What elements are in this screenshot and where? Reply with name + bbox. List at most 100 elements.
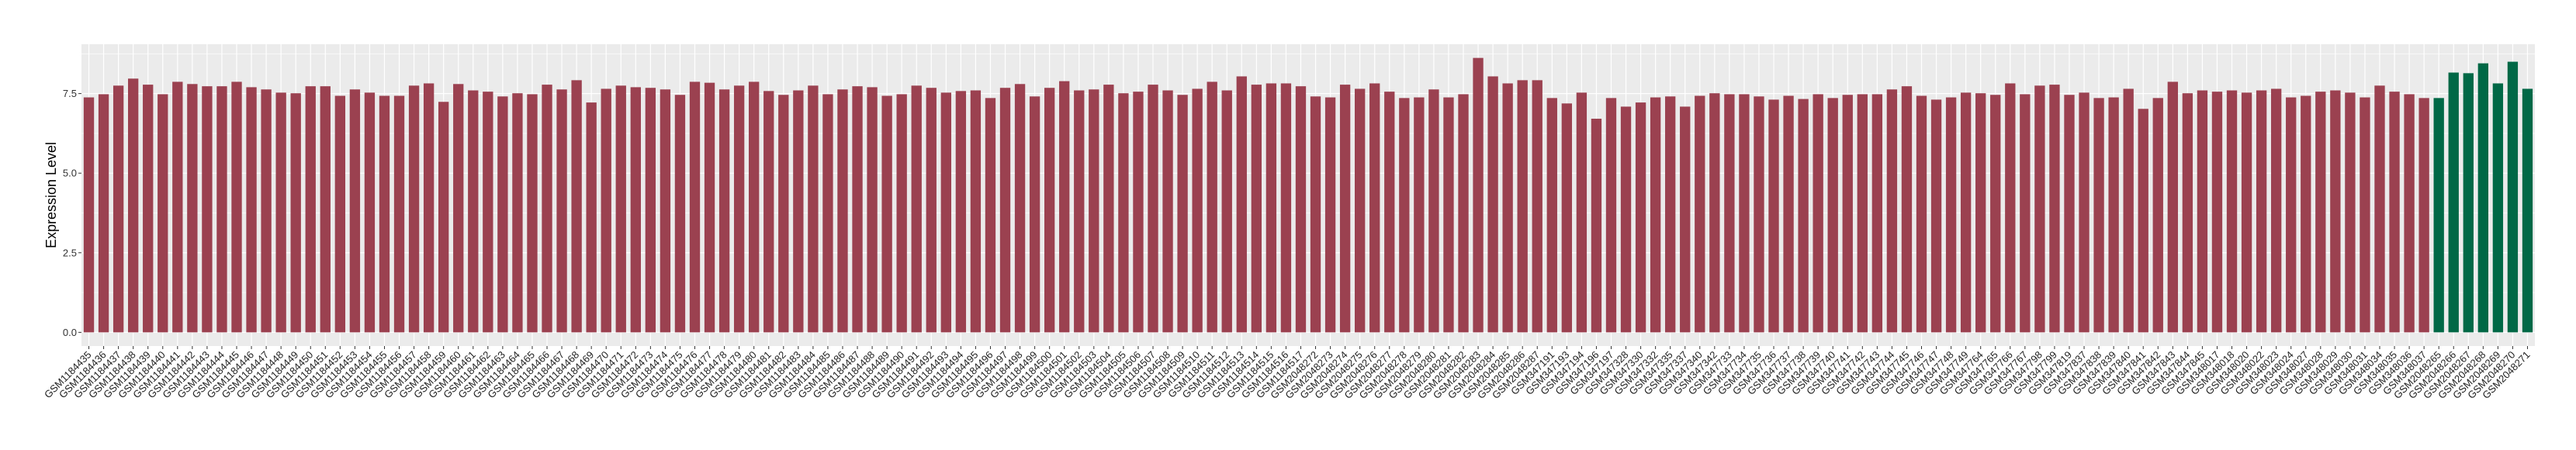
bar-GSM347767 <box>2020 94 2031 333</box>
bar-GSM2048272 <box>1310 96 1321 333</box>
bar-GSM1184500 <box>1044 88 1055 333</box>
bar-GSM2048277 <box>1384 92 1395 333</box>
bar-GSM348020 <box>2241 92 2252 333</box>
bar-GSM1184460 <box>453 84 464 333</box>
bar-GSM1184450 <box>305 86 316 333</box>
bars <box>83 57 2533 333</box>
bar-GSM347737 <box>1783 95 1794 333</box>
bar-GSM1184490 <box>896 94 907 333</box>
bar-GSM348031 <box>2360 97 2370 333</box>
bar-GSM347743 <box>1871 94 1883 333</box>
bar-GSM347798 <box>2034 85 2045 333</box>
bar-GSM1184454 <box>364 92 376 333</box>
bar-GSM347736 <box>1768 99 1779 333</box>
bar-GSM1184494 <box>955 91 967 333</box>
bar-GSM1184497 <box>999 88 1011 333</box>
bar-GSM347839 <box>2108 97 2119 333</box>
bar-GSM347342 <box>1709 93 1720 333</box>
bar-GSM347766 <box>2005 83 2016 333</box>
bar-GSM2048270 <box>2507 61 2519 333</box>
bar-GSM347845 <box>2197 90 2208 333</box>
bar-GSM1184443 <box>202 86 213 333</box>
bar-GSM1184445 <box>231 81 242 333</box>
bar-GSM1184483 <box>793 90 804 333</box>
bar-GSM2048287 <box>1532 80 1542 333</box>
bar-GSM1184505 <box>1118 93 1129 333</box>
bar-GSM347734 <box>1739 94 1750 333</box>
bar-GSM1184508 <box>1162 90 1173 333</box>
bar-GSM347844 <box>2182 93 2193 333</box>
bar-GSM1184495 <box>970 90 982 333</box>
x-axis: GSM1184435GSM1184436GSM1184437GSM1184438… <box>42 346 2533 401</box>
bar-GSM2048275 <box>1355 88 1366 333</box>
bar-GSM1184451 <box>320 86 331 333</box>
bar-GSM348017 <box>2211 92 2223 333</box>
bar-GSM347741 <box>1842 95 1853 333</box>
y-tick-label: 2.5 <box>63 247 77 258</box>
bar-GSM1184457 <box>408 85 420 333</box>
bar-GSM1184465 <box>527 94 538 333</box>
bar-GSM1184441 <box>172 81 183 333</box>
bar-GSM2048267 <box>2463 73 2474 333</box>
bar-GSM1184480 <box>749 81 760 333</box>
bar-GSM348037 <box>2418 98 2429 333</box>
bar-GSM348028 <box>2315 92 2326 333</box>
bar-GSM1184493 <box>940 92 951 333</box>
bar-GSM2048283 <box>1473 57 1484 333</box>
bar-GSM1184488 <box>867 87 878 333</box>
bar-GSM1184436 <box>98 94 109 333</box>
bar-GSM1184455 <box>379 95 390 333</box>
bar-GSM1184468 <box>571 80 582 333</box>
bar-GSM2048269 <box>2492 83 2504 333</box>
bar-GSM347765 <box>1990 95 2001 333</box>
bar-GSM1184464 <box>512 93 523 333</box>
bar-GSM1184503 <box>1089 89 1099 333</box>
bar-GSM347747 <box>1930 99 1942 333</box>
bar-GSM1184476 <box>689 81 701 333</box>
bar-GSM2048265 <box>2433 98 2444 333</box>
bar-GSM2048273 <box>1324 97 1336 333</box>
bar-GSM1184501 <box>1059 81 1070 333</box>
y-tick-label: 7.5 <box>63 88 77 99</box>
bar-GSM348022 <box>2256 90 2267 333</box>
bar-GSM1184513 <box>1236 76 1247 333</box>
bar-GSM347191 <box>1546 98 1557 333</box>
bar-GSM1184486 <box>837 89 848 333</box>
y-axis: 0.0 2.5 5.0 7.5 <box>63 88 81 338</box>
bar-GSM347742 <box>1857 94 1868 333</box>
bar-GSM347735 <box>1754 96 1764 333</box>
plot-panel <box>81 44 2535 346</box>
bar-GSM348023 <box>2270 88 2282 333</box>
bar-GSM1184507 <box>1148 85 1158 333</box>
bar-GSM347749 <box>1960 92 1972 333</box>
bar-GSM1184439 <box>143 85 154 333</box>
bar-GSM1184512 <box>1221 90 1232 333</box>
bar-GSM2048279 <box>1414 97 1425 333</box>
bar-GSM1184489 <box>881 95 892 333</box>
bar-GSM347799 <box>2049 85 2060 333</box>
bar-GSM1184481 <box>763 91 774 333</box>
bar-GSM347745 <box>1901 86 1913 333</box>
bar-GSM1184478 <box>718 89 730 333</box>
bar-GSM1184473 <box>645 88 656 333</box>
bar-GSM347733 <box>1724 94 1735 333</box>
bar-GSM1184435 <box>83 97 95 333</box>
bar-GSM1184492 <box>926 88 937 333</box>
bar-GSM2048274 <box>1339 85 1351 333</box>
bar-GSM1184462 <box>483 92 493 333</box>
bar-GSM348030 <box>2345 92 2356 333</box>
bar-GSM1184475 <box>674 95 686 333</box>
bar-GSM347330 <box>1635 102 1646 333</box>
bar-GSM1184467 <box>556 89 567 333</box>
bar-GSM1184498 <box>1014 84 1026 333</box>
bar-GSM1184474 <box>660 89 671 333</box>
bar-GSM1184438 <box>128 78 139 333</box>
bar-GSM1184506 <box>1133 92 1144 333</box>
bar-GSM1184499 <box>1029 96 1040 333</box>
bar-GSM1184456 <box>393 95 405 333</box>
bar-GSM1184452 <box>334 95 346 333</box>
bar-GSM347340 <box>1695 95 1705 333</box>
bar-GSM2048281 <box>1443 97 1454 333</box>
bar-GSM1184437 <box>113 85 124 333</box>
